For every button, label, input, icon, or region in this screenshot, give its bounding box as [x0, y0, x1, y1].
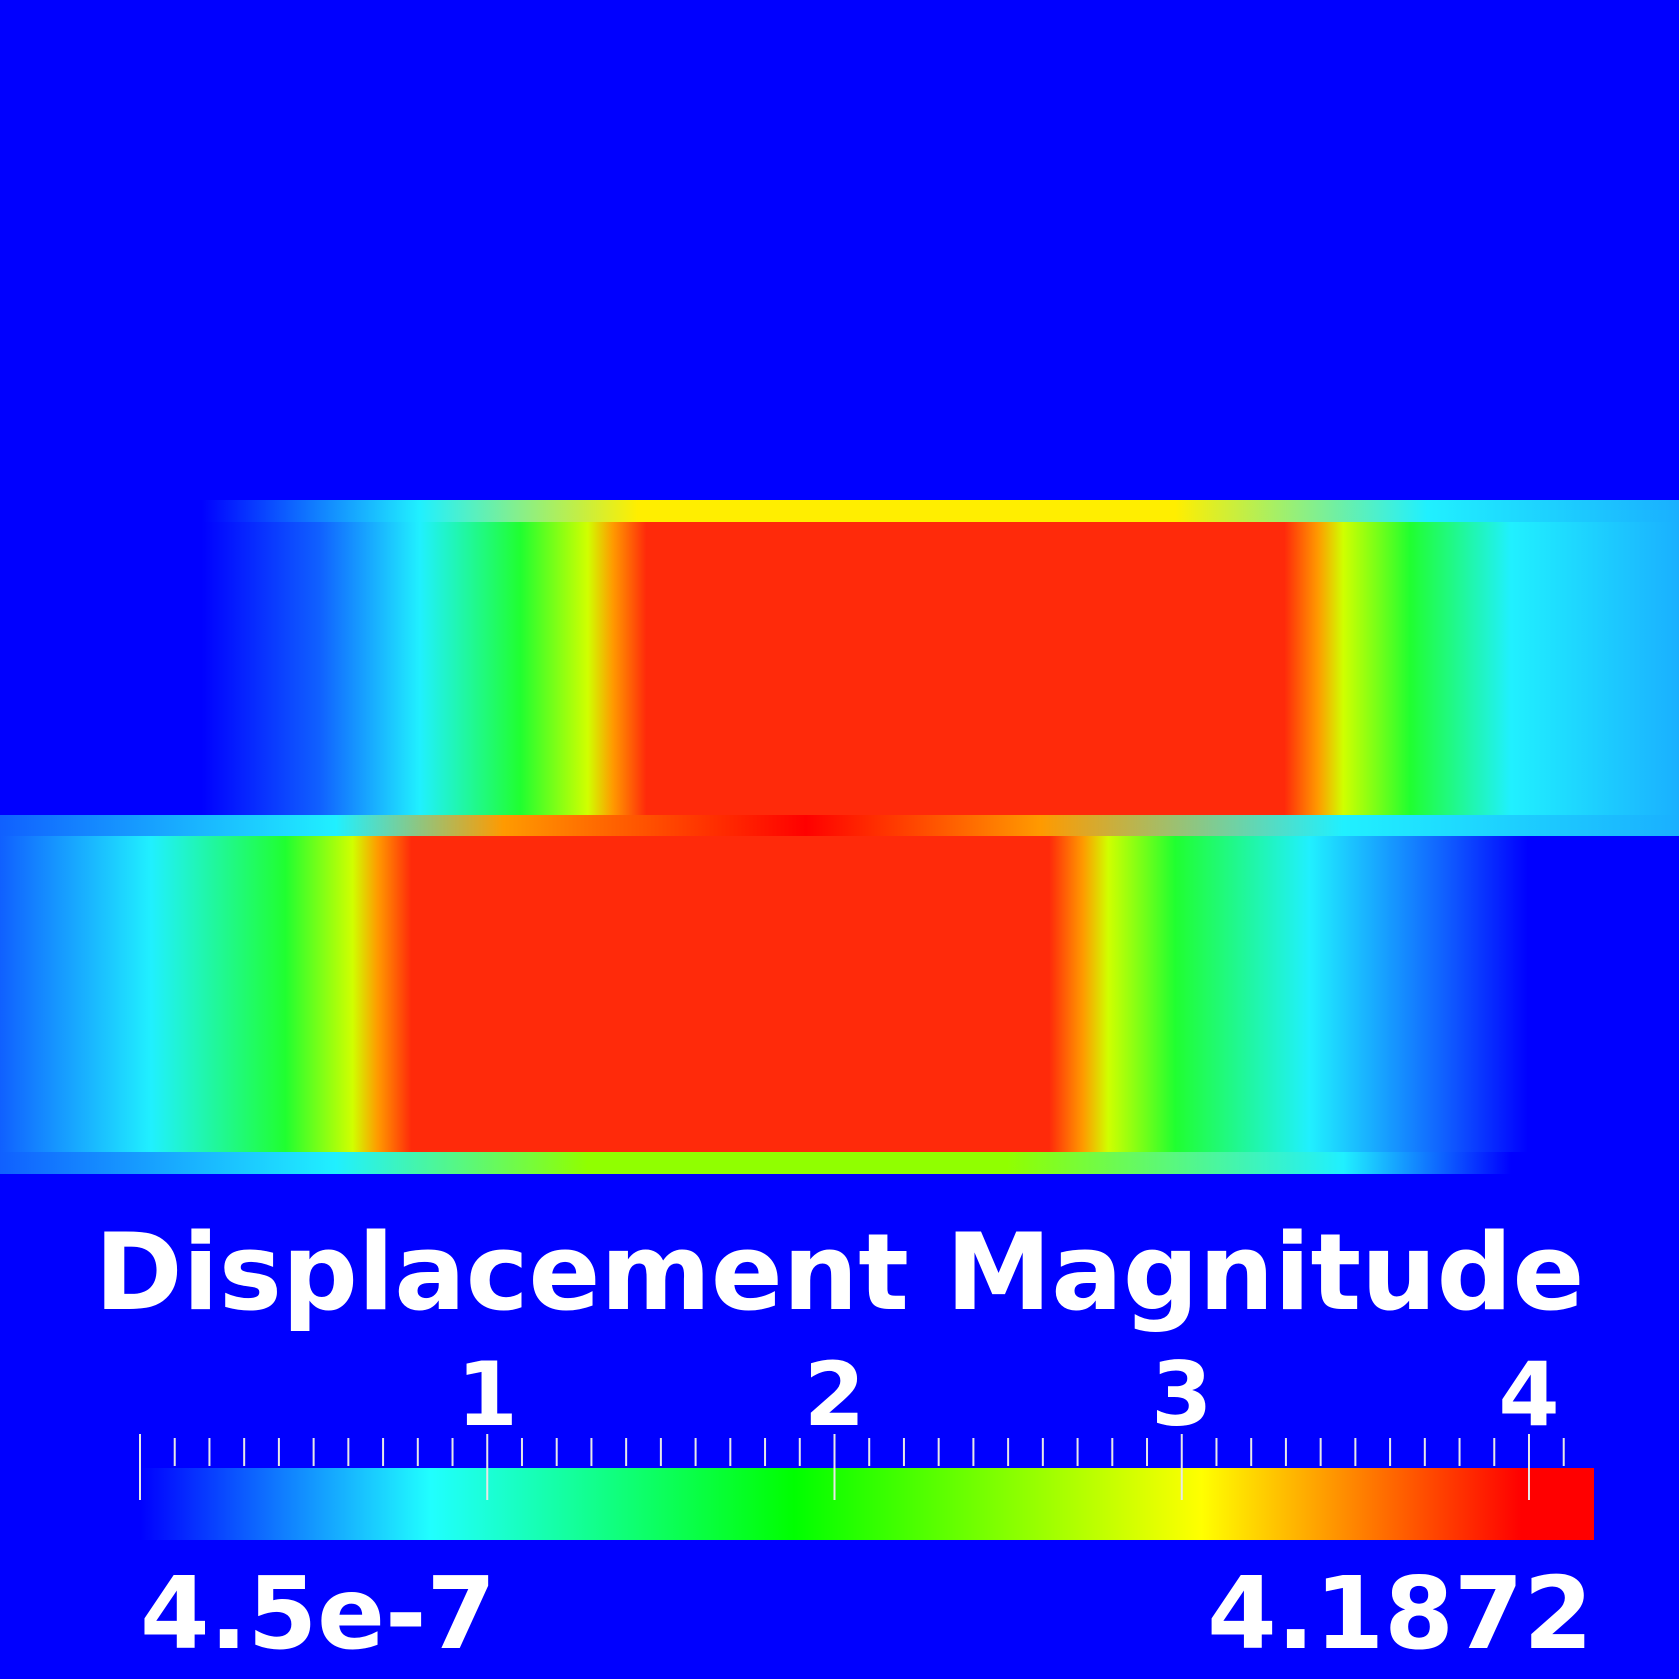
legend-title: Displacement Magnitude — [94, 1211, 1585, 1334]
tick-label-3: 3 — [1151, 1343, 1213, 1446]
tick-label-2: 2 — [803, 1343, 866, 1446]
lower-band — [0, 836, 1679, 1174]
tick-label-1: 1 — [456, 1343, 518, 1446]
upper-band — [0, 500, 1679, 836]
tick-label-4: 4 — [1498, 1343, 1560, 1446]
range-min-label: 4.5e-7 — [140, 1555, 497, 1672]
upper-band-top-edge — [0, 500, 1679, 522]
lower-band-bottom-edge — [0, 1152, 1679, 1174]
colorbar-ticks — [138, 1434, 1565, 1500]
colorbar — [140, 1468, 1594, 1540]
range-max-label: 4.1872 — [1207, 1555, 1593, 1672]
band-seam — [0, 815, 1679, 837]
